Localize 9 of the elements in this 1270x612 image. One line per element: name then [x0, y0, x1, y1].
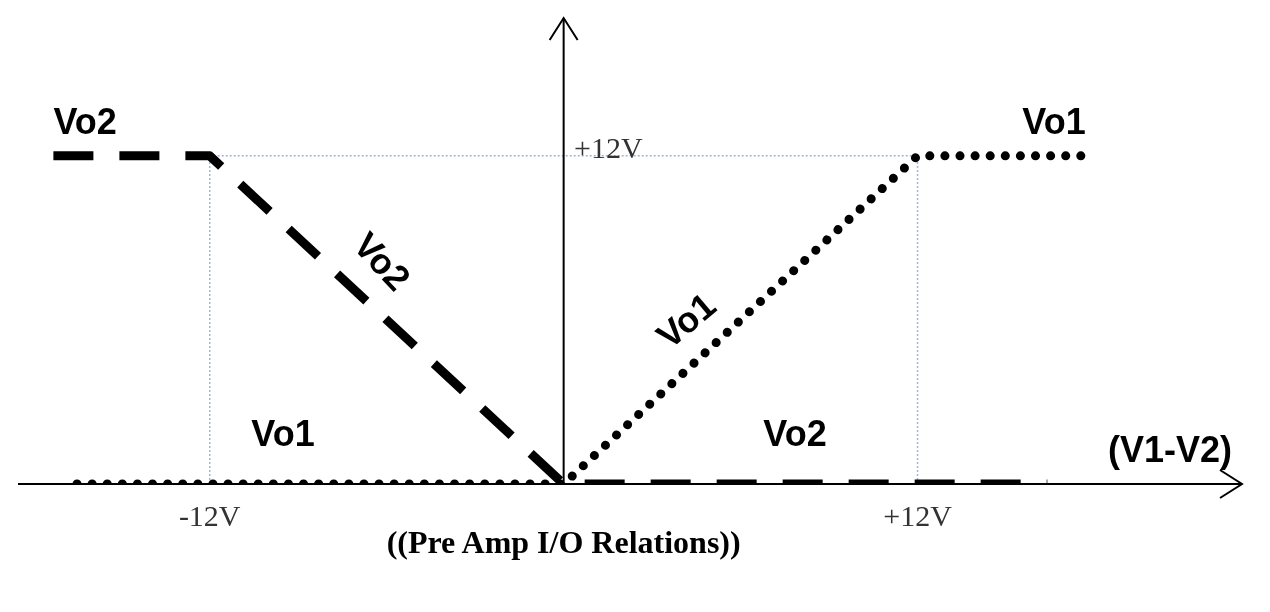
annotation: Vo1 — [648, 284, 724, 357]
annotation: Vo1 — [251, 413, 315, 454]
series-label: Vo1 — [1022, 100, 1086, 142]
annotation: Vo2 — [763, 413, 827, 454]
x-axis-title: (V1-V2) — [1107, 429, 1232, 470]
series-label: Vo2 — [53, 100, 117, 142]
text: ((Pre Amp I/O Relations)) — [386, 524, 741, 560]
annotation: +12V — [574, 131, 643, 164]
x-tick-label: -12V — [178, 499, 241, 532]
